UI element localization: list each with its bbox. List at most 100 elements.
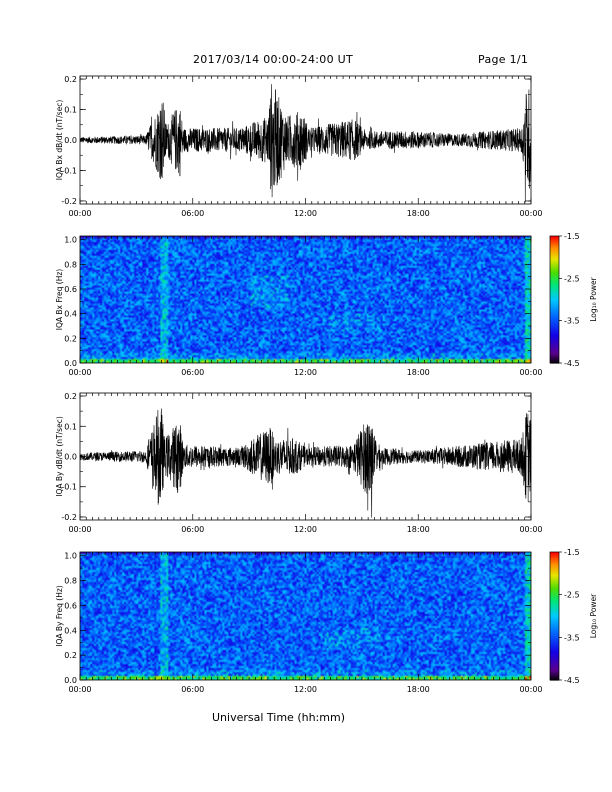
colorbar-segment <box>550 340 559 343</box>
colorbar-segment <box>550 606 559 609</box>
y-axis-label: IQA Bx dB/dt (nT/sec) <box>55 100 64 181</box>
colorbar-segment <box>550 270 559 273</box>
colorbar-segment <box>550 320 559 323</box>
colorbar-segment <box>550 643 559 646</box>
colorbar-segment <box>550 581 559 584</box>
y-tick-label: -0.1 <box>61 166 77 175</box>
y-tick-label: 0.2 <box>64 75 77 84</box>
colorbar-segment <box>550 592 559 595</box>
colorbar-segment <box>550 291 559 293</box>
colorbar-frame <box>549 235 560 364</box>
colorbar-segment <box>550 558 559 561</box>
colorbar-segment <box>550 623 559 626</box>
colorbar-tick-label: -2.5 <box>564 274 580 283</box>
colorbar-segment <box>550 614 559 617</box>
colorbar-segment <box>550 288 559 291</box>
colorbar-segment <box>550 346 559 348</box>
colorbar-tick-label: -1.5 <box>564 232 580 241</box>
colorbar-segment <box>550 644 559 647</box>
colorbar-segment <box>550 628 559 631</box>
colorbar-segment <box>550 316 559 319</box>
colorbar-segment <box>550 332 559 334</box>
y-tick-label: 0.2 <box>64 651 77 660</box>
x-tick-label: 18:00 <box>407 525 430 534</box>
colorbar-segment <box>550 589 559 591</box>
colorbar-frame <box>549 551 560 681</box>
colorbar-segment <box>550 244 559 247</box>
colorbar-segment <box>550 553 559 555</box>
colorbar-segment <box>550 351 559 354</box>
x-tick-label: 00:00 <box>519 685 542 694</box>
colorbar-segment <box>550 325 559 328</box>
colorbar-segment <box>550 591 559 594</box>
x-tick-label: 00:00 <box>519 368 542 377</box>
colorbar-segment <box>550 612 559 615</box>
colorbar-segment <box>550 262 559 265</box>
colorbar-segment <box>550 564 559 567</box>
colorbar-segment <box>550 292 559 294</box>
x-tick-label: 12:00 <box>294 525 317 534</box>
x-tick-label: 18:00 <box>407 368 430 377</box>
colorbar-segment <box>550 299 559 302</box>
colorbar-segment <box>550 296 559 298</box>
colorbar-segment <box>550 650 559 652</box>
colorbar-segment <box>550 648 559 650</box>
page-title: 2017/03/14 00:00-24:00 UT <box>193 53 354 66</box>
colorbar-segment <box>550 324 559 327</box>
colorbar-segment <box>550 328 559 330</box>
colorbar-segment <box>550 613 559 616</box>
colorbar-segment <box>550 298 559 301</box>
colorbar-segment <box>550 622 559 625</box>
colorbar-segment <box>550 620 559 622</box>
y-tick-label: 1.0 <box>64 236 77 245</box>
y-tick-label: 1.0 <box>64 552 77 561</box>
colorbar-segment <box>550 360 559 363</box>
colorbar-segment <box>550 616 559 618</box>
colorbar-segment <box>550 353 559 356</box>
colorbar-segment <box>550 552 559 554</box>
colorbar-segment <box>550 348 559 350</box>
colorbar-segment <box>550 566 559 569</box>
y-tick-label: 0.0 <box>64 453 77 462</box>
colorbar-segment <box>550 293 559 295</box>
colorbar-segment <box>550 574 559 577</box>
colorbar-segment <box>550 666 559 668</box>
signal-trace <box>79 84 532 203</box>
colorbar-segment <box>550 333 559 336</box>
colorbar-segment <box>550 597 559 600</box>
colorbar-segment <box>550 642 559 645</box>
spectrogram-image <box>80 552 531 680</box>
colorbar-segment <box>550 286 559 289</box>
x-tick-label: 12:00 <box>294 685 317 694</box>
colorbar-segment <box>550 580 559 583</box>
x-tick-label: 12:00 <box>294 368 317 377</box>
colorbar-segment <box>550 334 559 337</box>
colorbar-segment <box>550 317 559 320</box>
colorbar-segment <box>550 593 559 596</box>
colorbar-segment <box>550 301 559 304</box>
colorbar-tick-label: -2.5 <box>564 591 580 600</box>
x-tick-label: 00:00 <box>68 209 91 218</box>
colorbar-segment <box>550 667 559 669</box>
colorbar-segment <box>550 245 559 248</box>
colorbar-segment <box>550 277 559 279</box>
colorbar-segment <box>550 256 559 258</box>
x-tick-label: 18:00 <box>407 685 430 694</box>
x-tick-label: 06:00 <box>181 368 204 377</box>
colorbar-segment <box>550 283 559 286</box>
colorbar-label: Log₁₀ Power <box>589 276 598 321</box>
colorbar-segment <box>550 345 559 347</box>
colorbar-segment <box>550 605 559 607</box>
colorbar-segment <box>550 255 559 257</box>
y-tick-label: 0.2 <box>64 334 77 343</box>
colorbar-segment <box>550 358 559 361</box>
colorbar-segment <box>550 250 559 253</box>
colorbar-segment <box>550 331 559 333</box>
colorbar-segment <box>550 570 559 572</box>
colorbar-segment <box>550 260 559 262</box>
colorbar-segment <box>550 575 559 578</box>
y-axis-label: IQA Bx Freq (Hz) <box>55 269 64 331</box>
colorbar-segment <box>550 569 559 571</box>
colorbar-segment <box>550 241 559 243</box>
colorbar-segment <box>550 259 559 261</box>
